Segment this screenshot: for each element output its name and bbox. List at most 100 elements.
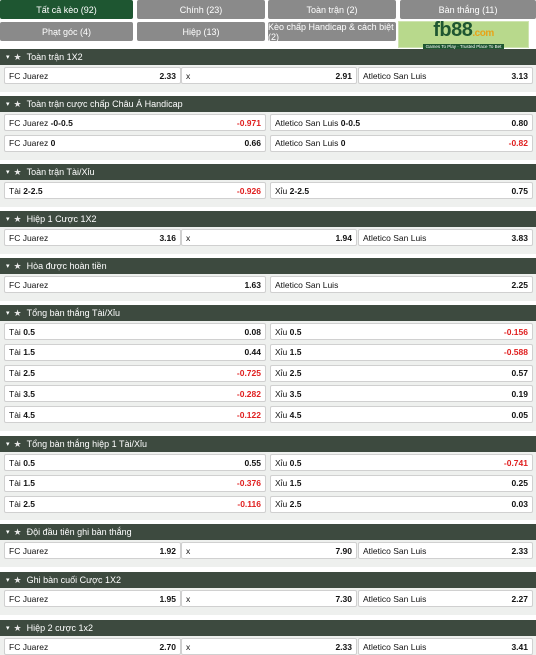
market-section-header[interactable]: ▾ ★ Toàn trận 1X2 [0, 49, 536, 65]
caret-down-icon[interactable]: ▾ [6, 441, 10, 448]
market-section-header[interactable]: ▾ ★ Tổng bàn thắng Tài/Xỉu [0, 305, 536, 321]
odds-cell[interactable]: Tài 2.5 -0.725 [4, 364, 266, 382]
odds-line: -0-0.5 [50, 117, 73, 128]
caret-down-icon[interactable]: ▾ [6, 529, 10, 536]
odds-cell[interactable]: FC Juarez 1.63 [4, 276, 266, 293]
odds-line: 0.5 [23, 326, 36, 337]
odds-cell[interactable]: x 1.94 [181, 229, 357, 246]
tab-handicap[interactable]: Kèo chấp Handicap & cách biệt (2) [268, 22, 396, 42]
odds-label: Xỉu 1.5 [275, 347, 302, 358]
odds-cell[interactable]: Atletico San Luis 2.25 [270, 276, 533, 293]
tab-all-markets[interactable]: Tất cả kèo (92) [0, 0, 133, 19]
star-icon[interactable]: ★ [13, 622, 22, 633]
star-icon[interactable]: ★ [13, 51, 22, 62]
odds-label: Tài 1.5 [9, 347, 36, 358]
odds-value: 2.33 [335, 641, 352, 652]
odds-cell[interactable]: Xỉu 4.5 0.05 [270, 406, 533, 424]
market-section-header[interactable]: ▾ ★ Đội đầu tiên ghi bàn thắng [0, 524, 536, 540]
market-section-header[interactable]: ▾ ★ Hòa được hoàn tiền [0, 258, 536, 274]
odds-cell[interactable]: Xỉu 3.5 0.19 [270, 385, 533, 403]
tab-corners[interactable]: Phạt góc (4) [0, 22, 133, 41]
odds-value: 7.30 [335, 593, 352, 604]
odds-label: Xỉu 2-2.5 [275, 185, 310, 196]
odds-cell[interactable]: FC Juarez 3.16 [4, 229, 181, 246]
odds-cell[interactable]: x 2.91 [181, 67, 357, 84]
odds-cell[interactable]: Atletico San Luis 2.27 [358, 590, 533, 607]
star-icon[interactable]: ★ [13, 574, 22, 585]
caret-down-icon[interactable]: ▾ [6, 310, 10, 317]
odds-value: 0.19 [511, 388, 528, 399]
odds-cell[interactable]: Xỉu 2-2.5 0.75 [270, 182, 533, 199]
market-section-header[interactable]: ▾ ★ Tổng bàn thắng hiệp 1 Tài/Xỉu [0, 436, 536, 452]
odds-value: 0.05 [511, 409, 528, 420]
odds-cell[interactable]: Xỉu 2.5 0.03 [270, 495, 533, 513]
star-icon[interactable]: ★ [13, 260, 22, 271]
caret-down-icon[interactable]: ▾ [6, 169, 10, 176]
caret-down-icon[interactable]: ▾ [6, 216, 10, 223]
odds-cell[interactable]: Atletico San Luis 3.13 [358, 67, 533, 84]
market-tabs: Tất cả kèo (92) Chính (23) Toàn trận (2)… [0, 0, 536, 49]
market-section-header[interactable]: ▾ ★ Toàn trận Tài/Xỉu [0, 164, 536, 180]
caret-down-icon[interactable]: ▾ [6, 577, 10, 584]
caret-down-icon[interactable]: ▾ [6, 101, 10, 108]
caret-down-icon[interactable]: ▾ [6, 54, 10, 61]
odds-value: 0.03 [511, 499, 528, 510]
odds-line: 2.5 [289, 368, 302, 379]
star-icon[interactable]: ★ [13, 307, 22, 318]
odds-cell[interactable]: Xỉu 1.5 -0.588 [270, 343, 533, 361]
odds-cell[interactable]: FC Juarez 1.95 [4, 590, 181, 607]
odds-cell[interactable]: Atletico San Luis 0 -0.82 [270, 134, 533, 152]
odds-cell[interactable]: Atletico San Luis 2.33 [358, 542, 533, 559]
odds-cell[interactable]: Tài 4.5 -0.122 [4, 406, 266, 424]
odds-cell[interactable]: x 7.30 [181, 590, 357, 607]
star-icon[interactable]: ★ [13, 98, 22, 109]
market-section-header[interactable]: ▾ ★ Toàn trận cược chấp Châu Á Handicap [0, 96, 536, 112]
odds-cell[interactable]: FC Juarez 2.70 [4, 638, 181, 655]
caret-down-icon[interactable]: ▾ [6, 625, 10, 632]
odds-cell[interactable]: Xỉu 1.5 0.25 [270, 474, 533, 492]
odds-cell[interactable]: Tài 1.5 0.44 [4, 343, 266, 361]
odds-cell[interactable]: x 7.90 [181, 542, 357, 559]
tab-goals[interactable]: Bàn thắng (11) [400, 0, 536, 19]
odds-cell[interactable]: Tài 2-2.5 -0.926 [4, 182, 266, 199]
odds-label: FC Juarez -0-0.5 [9, 117, 73, 128]
market-section-header[interactable]: ▾ ★ Hiệp 2 cược 1x2 [0, 620, 536, 636]
odds-cell[interactable]: x 2.33 [181, 638, 357, 655]
odds-cell[interactable]: FC Juarez -0-0.5 -0.971 [4, 114, 266, 131]
star-icon[interactable]: ★ [13, 438, 22, 449]
tab-full-match[interactable]: Toàn trận (2) [268, 0, 396, 19]
star-icon[interactable]: ★ [13, 166, 22, 177]
tab-halves[interactable]: Hiệp (13) [137, 22, 265, 41]
star-icon[interactable]: ★ [13, 213, 22, 224]
odds-cell[interactable]: Atletico San Luis 0-0.5 0.80 [270, 114, 533, 131]
odds-label: Tài 4.5 [9, 409, 36, 420]
odds-cell[interactable]: FC Juarez 0 0.66 [4, 134, 266, 152]
odds-line: 3.5 [23, 388, 36, 399]
odds-cell[interactable]: Xỉu 2.5 0.57 [270, 364, 533, 382]
odds-label: x [186, 70, 191, 81]
odds-value: 0.57 [511, 368, 528, 379]
odds-value: 0.55 [244, 457, 261, 468]
odds-cell[interactable]: Tài 0.5 0.55 [4, 454, 266, 471]
market-section-title: Toàn trận 1X2 [26, 52, 83, 62]
odds-cell[interactable]: Tài 3.5 -0.282 [4, 385, 266, 403]
odds-cell[interactable]: FC Juarez 2.33 [4, 67, 181, 84]
odds-cell[interactable]: Tài 0.5 0.08 [4, 323, 266, 340]
odds-cell[interactable]: Atletico San Luis 3.83 [358, 229, 533, 246]
odds-line: 4.5 [23, 409, 36, 420]
odds-cell[interactable]: Atletico San Luis 3.41 [358, 638, 533, 655]
odds-cell[interactable]: Tài 2.5 -0.116 [4, 495, 266, 513]
market-section-header[interactable]: ▾ ★ Ghi bàn cuối Cược 1X2 [0, 572, 536, 588]
tab-main[interactable]: Chính (23) [137, 0, 265, 19]
odds-cell[interactable]: FC Juarez 1.92 [4, 542, 181, 559]
market-section-title: Đội đầu tiên ghi bàn thắng [26, 527, 132, 537]
odds-cell[interactable]: Tài 1.5 -0.376 [4, 474, 266, 492]
odds-cell[interactable]: Xỉu 0.5 -0.741 [270, 454, 533, 471]
odds-label: Xỉu 0.5 [275, 326, 302, 337]
odds-line: 0 [50, 138, 56, 149]
odds-label: FC Juarez [9, 232, 49, 243]
odds-cell[interactable]: Xỉu 0.5 -0.156 [270, 323, 533, 340]
star-icon[interactable]: ★ [13, 526, 22, 537]
caret-down-icon[interactable]: ▾ [6, 263, 10, 270]
market-section-header[interactable]: ▾ ★ Hiệp 1 Cược 1X2 [0, 211, 536, 227]
